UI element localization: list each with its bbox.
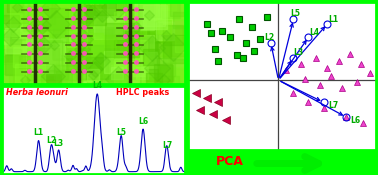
Text: L7: L7 (328, 101, 338, 110)
Text: L5: L5 (291, 9, 301, 18)
Text: L7: L7 (162, 141, 172, 150)
Text: Herba leonuri: Herba leonuri (6, 88, 67, 97)
Text: L6: L6 (138, 117, 148, 126)
Text: L1: L1 (328, 15, 339, 24)
Text: L5: L5 (116, 128, 126, 137)
Text: PCA: PCA (215, 155, 243, 168)
Text: L3: L3 (54, 139, 64, 148)
Text: L6: L6 (350, 116, 360, 125)
Text: L3: L3 (294, 48, 304, 57)
Text: L1: L1 (34, 128, 43, 137)
Text: L2: L2 (264, 33, 274, 42)
Text: HPLC peaks: HPLC peaks (116, 88, 169, 97)
Text: L4: L4 (309, 27, 319, 37)
Text: L4: L4 (92, 81, 102, 90)
Text: L2: L2 (46, 136, 56, 145)
